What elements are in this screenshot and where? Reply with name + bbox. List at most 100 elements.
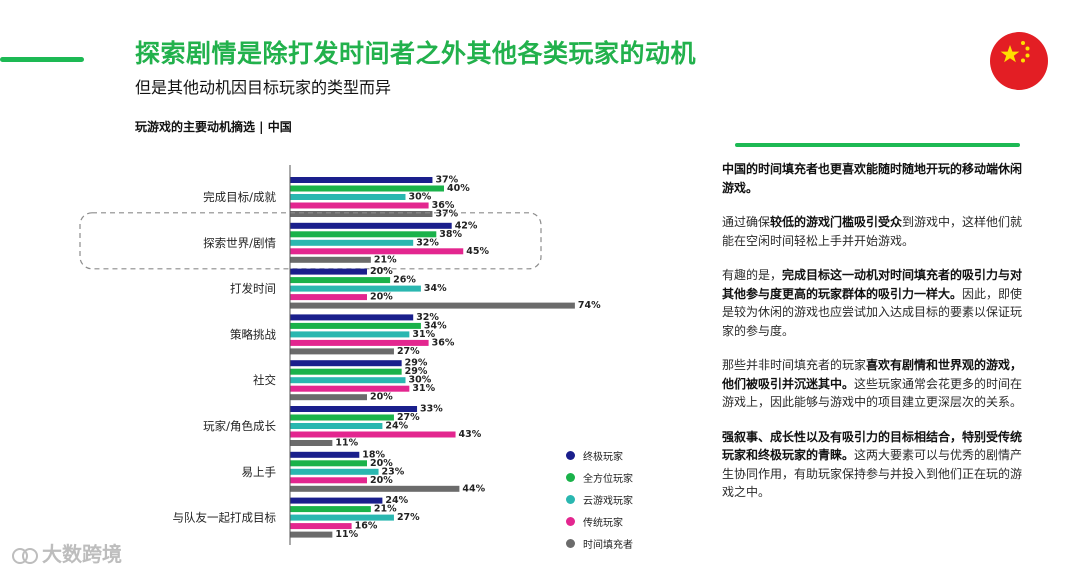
insight-paragraph-3: 有趣的是，完成目标这一动机对时间填充者的吸引力与对其他参与度更高的玩家群体的吸引… xyxy=(722,266,1027,340)
accent-line-top xyxy=(0,57,84,62)
bar-value-label: 30% xyxy=(409,375,432,386)
bar-value-label: 31% xyxy=(412,329,435,340)
bar-value-label: 29% xyxy=(405,366,428,377)
bar-value-label: 32% xyxy=(416,237,439,248)
bar xyxy=(290,222,452,229)
bar-value-label: 20% xyxy=(370,292,393,303)
legend-item: 时间填充者 xyxy=(566,532,633,554)
insight-paragraph-2: 通过确保较低的游戏门槛吸引受众到游戏中，这样他们就能在空闲时间轻松上手并开始游戏… xyxy=(722,213,1027,250)
bar xyxy=(290,485,460,492)
insight-text: 到游戏中，这样他们就能在空闲时间轻松上手并开始游戏。 xyxy=(722,215,1023,248)
bar-value-label: 11% xyxy=(335,438,358,449)
bar xyxy=(290,322,421,329)
legend-label: 云游戏玩家 xyxy=(583,495,633,507)
bar-value-label: 30% xyxy=(409,192,432,203)
bar-value-label: 16% xyxy=(355,521,378,532)
legend-swatch xyxy=(566,450,575,460)
bar xyxy=(290,394,367,401)
bar xyxy=(290,294,367,301)
bar xyxy=(290,431,456,438)
legend-label: 时间填充者 xyxy=(583,539,633,551)
insight-paragraph-4: 那些并非时间填充者的玩家喜欢有剧情和世界观的游戏，他们被吸引并沉迷其中。这些玩家… xyxy=(722,356,1027,412)
legend-swatch xyxy=(566,516,575,526)
bar xyxy=(290,314,414,321)
category-label: 玩家/角色成长 xyxy=(203,419,276,433)
legend-item: 云游戏玩家 xyxy=(566,488,633,510)
bar xyxy=(290,277,391,284)
bar xyxy=(290,339,429,346)
category-label: 探索世界/剧情 xyxy=(203,236,276,250)
legend-item: 终极玩家 xyxy=(566,444,633,466)
chart-title: 玩游戏的主要动机摘选 | 中国 xyxy=(135,120,292,134)
bar-value-label: 11% xyxy=(335,529,358,540)
bar-value-label: 29% xyxy=(405,358,428,369)
insight-panel: 中国的时间填充者也更喜欢能随时随地开玩的移动端休闲游戏。 通过确保较低的游戏门槛… xyxy=(722,160,1027,518)
category-label: 易上手 xyxy=(242,465,277,479)
bar-value-label: 21% xyxy=(374,254,397,265)
legend-label: 终极玩家 xyxy=(583,451,623,463)
insight-text: 那些并非时间填充者的玩家 xyxy=(722,358,867,372)
insight-bold-text: 喜欢有剧情和世界观的游戏，他们被吸引并沉迷其中。 xyxy=(722,358,1023,391)
bar xyxy=(290,440,333,446)
category-label: 策略挑战 xyxy=(230,327,276,341)
watermark-text: 大数跨境 xyxy=(42,542,122,566)
insight-paragraph-1: 中国的时间填充者也更喜欢能随时随地开玩的移动端休闲游戏。 xyxy=(722,160,1027,197)
bar xyxy=(290,460,367,467)
insight-text: 通过确保 xyxy=(722,215,771,229)
insight-paragraph-5: 强叙事、成长性以及有吸引力的目标相结合，特别受传统玩家和终极玩家的青睐。这两大要… xyxy=(722,428,1027,502)
bar xyxy=(290,514,394,521)
bar xyxy=(290,360,402,367)
legend-swatch xyxy=(566,538,575,548)
bar xyxy=(290,302,575,309)
legend-swatch xyxy=(566,494,575,504)
bar xyxy=(290,331,410,338)
bar-value-label: 24% xyxy=(385,421,408,432)
bar xyxy=(290,468,379,475)
motivation-bar-chart: 完成目标/成就37%40%30%36%37%探索世界/剧情42%38%32%45… xyxy=(79,165,601,545)
bar xyxy=(290,177,433,183)
bar xyxy=(290,285,421,292)
accent-line-right xyxy=(735,143,1020,147)
page-title: 探索剧情是除打发时间者之外其他各类玩家的动机 xyxy=(135,39,697,68)
watermark-logo-icon xyxy=(12,547,38,564)
china-flag-icon xyxy=(990,32,1048,90)
bar xyxy=(290,531,333,538)
bar xyxy=(290,451,360,458)
bar xyxy=(290,231,437,238)
bar xyxy=(290,185,444,192)
insight-text: 有趣的是， xyxy=(722,268,783,282)
bar-value-label: 20% xyxy=(370,392,393,403)
bar xyxy=(290,256,371,263)
bar xyxy=(290,406,418,412)
bar xyxy=(290,385,410,392)
bar-value-label: 37% xyxy=(435,175,458,186)
bar-value-label: 74% xyxy=(578,300,601,311)
bar-value-label: 38% xyxy=(439,229,462,240)
bar-value-label: 20% xyxy=(370,475,393,486)
bar-value-label: 45% xyxy=(466,246,489,257)
bar-value-label: 34% xyxy=(424,283,447,294)
bar xyxy=(290,211,433,217)
bar-value-label: 27% xyxy=(397,512,420,523)
insight-text: 因此，即使是较为休闲的游戏也应尝试加入达成目标的要素以保证玩家的参与度。 xyxy=(722,286,1023,338)
bar-value-label: 42% xyxy=(455,220,478,231)
bar xyxy=(290,506,371,513)
bar-value-label: 18% xyxy=(362,449,385,460)
watermark: 大数跨境 xyxy=(12,538,122,567)
legend-label: 传统玩家 xyxy=(583,517,623,529)
bar xyxy=(290,248,464,255)
bar xyxy=(290,523,352,530)
bar xyxy=(290,268,367,275)
category-label: 打发时间 xyxy=(230,282,276,296)
bar xyxy=(290,348,394,355)
bar xyxy=(290,368,402,375)
category-label: 社交 xyxy=(253,373,276,387)
insight-bold-text: 完成目标这一动机对时间填充者的吸引力与对其他参与度更高的玩家群体的吸引力一样大。 xyxy=(722,268,1023,301)
legend-item: 传统玩家 xyxy=(566,510,633,532)
page-subtitle: 但是其他动机因目标玩家的类型而异 xyxy=(135,78,392,97)
insight-text: 这些玩家通常会花更多的时间在游戏上，因此能够与游戏中的项目建立更深层次的关系。 xyxy=(722,376,1023,410)
insight-bold-text: 中国的时间填充者也更喜欢能随时随地开玩的移动端休闲游戏。 xyxy=(722,162,1023,195)
bar xyxy=(290,202,429,209)
bar xyxy=(290,239,414,246)
bar-value-label: 44% xyxy=(462,483,485,494)
